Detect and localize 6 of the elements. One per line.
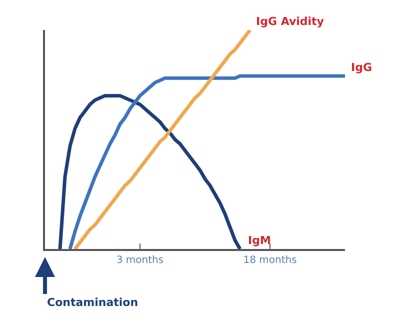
x-tick-label: 18 months: [243, 254, 297, 266]
series-label: IgG: [351, 61, 372, 74]
series-label: IgG Avidity: [256, 15, 324, 28]
series-label: IgM: [248, 234, 271, 247]
x-tick-label: 3 months: [116, 254, 164, 266]
text: Contamination: [47, 296, 138, 309]
